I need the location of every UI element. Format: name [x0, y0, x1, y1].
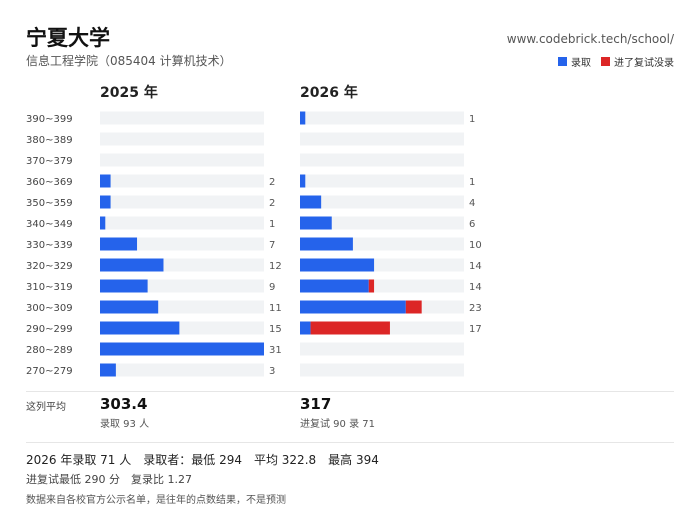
bar-track	[100, 195, 264, 209]
average-row-label: 这列平均	[26, 402, 66, 413]
legend-swatch-admitted	[558, 57, 567, 66]
bar-track	[300, 195, 464, 209]
data-label: 15	[269, 324, 282, 335]
footer-retest: 进复试最低 290 分 复录比 1.27	[26, 473, 192, 486]
bar-segment	[100, 342, 264, 356]
bar-segment	[100, 258, 164, 272]
bar-segment	[100, 216, 106, 230]
data-label: 4	[469, 198, 475, 209]
legend: 录取 进了复试没录	[558, 54, 674, 69]
data-label: 12	[269, 261, 282, 272]
bar-track	[300, 174, 464, 188]
category-label: 270~279	[26, 366, 73, 377]
data-label: 1	[469, 177, 475, 188]
bar-track	[300, 153, 464, 167]
bar-segment	[300, 237, 353, 251]
category-label: 370~379	[26, 156, 73, 167]
bar-segment	[100, 237, 138, 251]
average-2026-value: 317	[300, 395, 332, 413]
bar-track	[100, 216, 264, 230]
bar-track	[100, 111, 264, 125]
data-label: 10	[469, 240, 482, 251]
data-label: 9	[269, 282, 275, 293]
bar-segment	[100, 321, 180, 335]
data-label: 7	[269, 240, 275, 251]
bar-segment	[100, 195, 111, 209]
bar-segment	[100, 363, 116, 377]
data-label: 2	[269, 198, 275, 209]
legend-label-admitted: 录取	[571, 58, 591, 69]
legend-item-admitted: 录取	[558, 54, 591, 69]
data-label: 31	[269, 345, 282, 356]
bar-segment	[300, 279, 369, 293]
score-distribution-chart: 390~399 380~389 370~379 360~369 350~359 340~3…	[26, 111, 482, 377]
bar-track	[100, 237, 264, 251]
year-heading-2026: 2026 年	[300, 85, 358, 101]
data-label: 14	[469, 261, 482, 272]
bar-track	[300, 216, 464, 230]
divider-top	[26, 391, 674, 392]
category-label: 310~319	[26, 282, 73, 293]
bar-segment	[300, 174, 306, 188]
bar-segment	[300, 258, 375, 272]
bar-segment	[405, 300, 422, 314]
site-url[interactable]: www.codebrick.tech/school/	[506, 32, 674, 46]
bar-segment	[100, 174, 111, 188]
average-2025-value: 303.4	[100, 395, 148, 413]
data-label: 23	[469, 303, 482, 314]
data-label: 11	[269, 303, 282, 314]
data-label: 1	[469, 114, 475, 125]
data-label: 17	[469, 324, 482, 335]
data-label: 3	[269, 366, 275, 377]
bar-track	[300, 363, 464, 377]
category-label: 330~339	[26, 240, 73, 251]
bar-segment	[310, 321, 390, 335]
bar-track	[300, 111, 464, 125]
bar-track	[300, 342, 464, 356]
category-label: 340~349	[26, 219, 73, 230]
bar-segment	[100, 300, 159, 314]
bar-track	[100, 153, 264, 167]
legend-swatch-not-admitted	[601, 57, 610, 66]
footer-summary: 2026 年录取 71 人 录取者：最低 294 平均 322.8 最高 394	[26, 453, 379, 467]
page-subtitle: 信息工程学院（085404 计算机技术）	[26, 54, 232, 68]
category-label: 300~309	[26, 303, 73, 314]
legend-label-not-admitted: 进了复试没录	[614, 58, 674, 69]
bar-segment	[300, 111, 306, 125]
bar-segment	[100, 279, 148, 293]
data-label: 2	[269, 177, 275, 188]
bar-segment	[300, 321, 311, 335]
bar-segment	[300, 195, 322, 209]
category-label: 280~289	[26, 345, 73, 356]
average-2026-sub: 进复试 90 录 71	[300, 419, 375, 430]
bar-track	[100, 132, 264, 146]
data-label: 6	[469, 219, 475, 230]
category-label: 390~399	[26, 114, 73, 125]
legend-item-not-admitted: 进了复试没录	[601, 54, 674, 69]
footer-note: 数据来自各校官方公示名单，是往年的点数结果，不是预测	[26, 495, 286, 506]
category-label: 380~389	[26, 135, 73, 146]
average-2025-sub: 录取 93 人	[100, 419, 150, 430]
page-title: 宁夏大学	[26, 26, 110, 50]
year-heading-2025: 2025 年	[100, 85, 158, 101]
bar-segment	[300, 300, 406, 314]
bar-track	[100, 363, 264, 377]
bar-track	[300, 132, 464, 146]
data-label: 14	[469, 282, 482, 293]
category-label: 290~299	[26, 324, 73, 335]
category-label: 360~369	[26, 177, 73, 188]
bar-track	[100, 174, 264, 188]
data-label: 1	[269, 219, 275, 230]
category-label: 320~329	[26, 261, 73, 272]
bar-segment	[368, 279, 375, 293]
divider-bottom	[26, 442, 674, 443]
category-label: 350~359	[26, 198, 73, 209]
bar-segment	[300, 216, 332, 230]
